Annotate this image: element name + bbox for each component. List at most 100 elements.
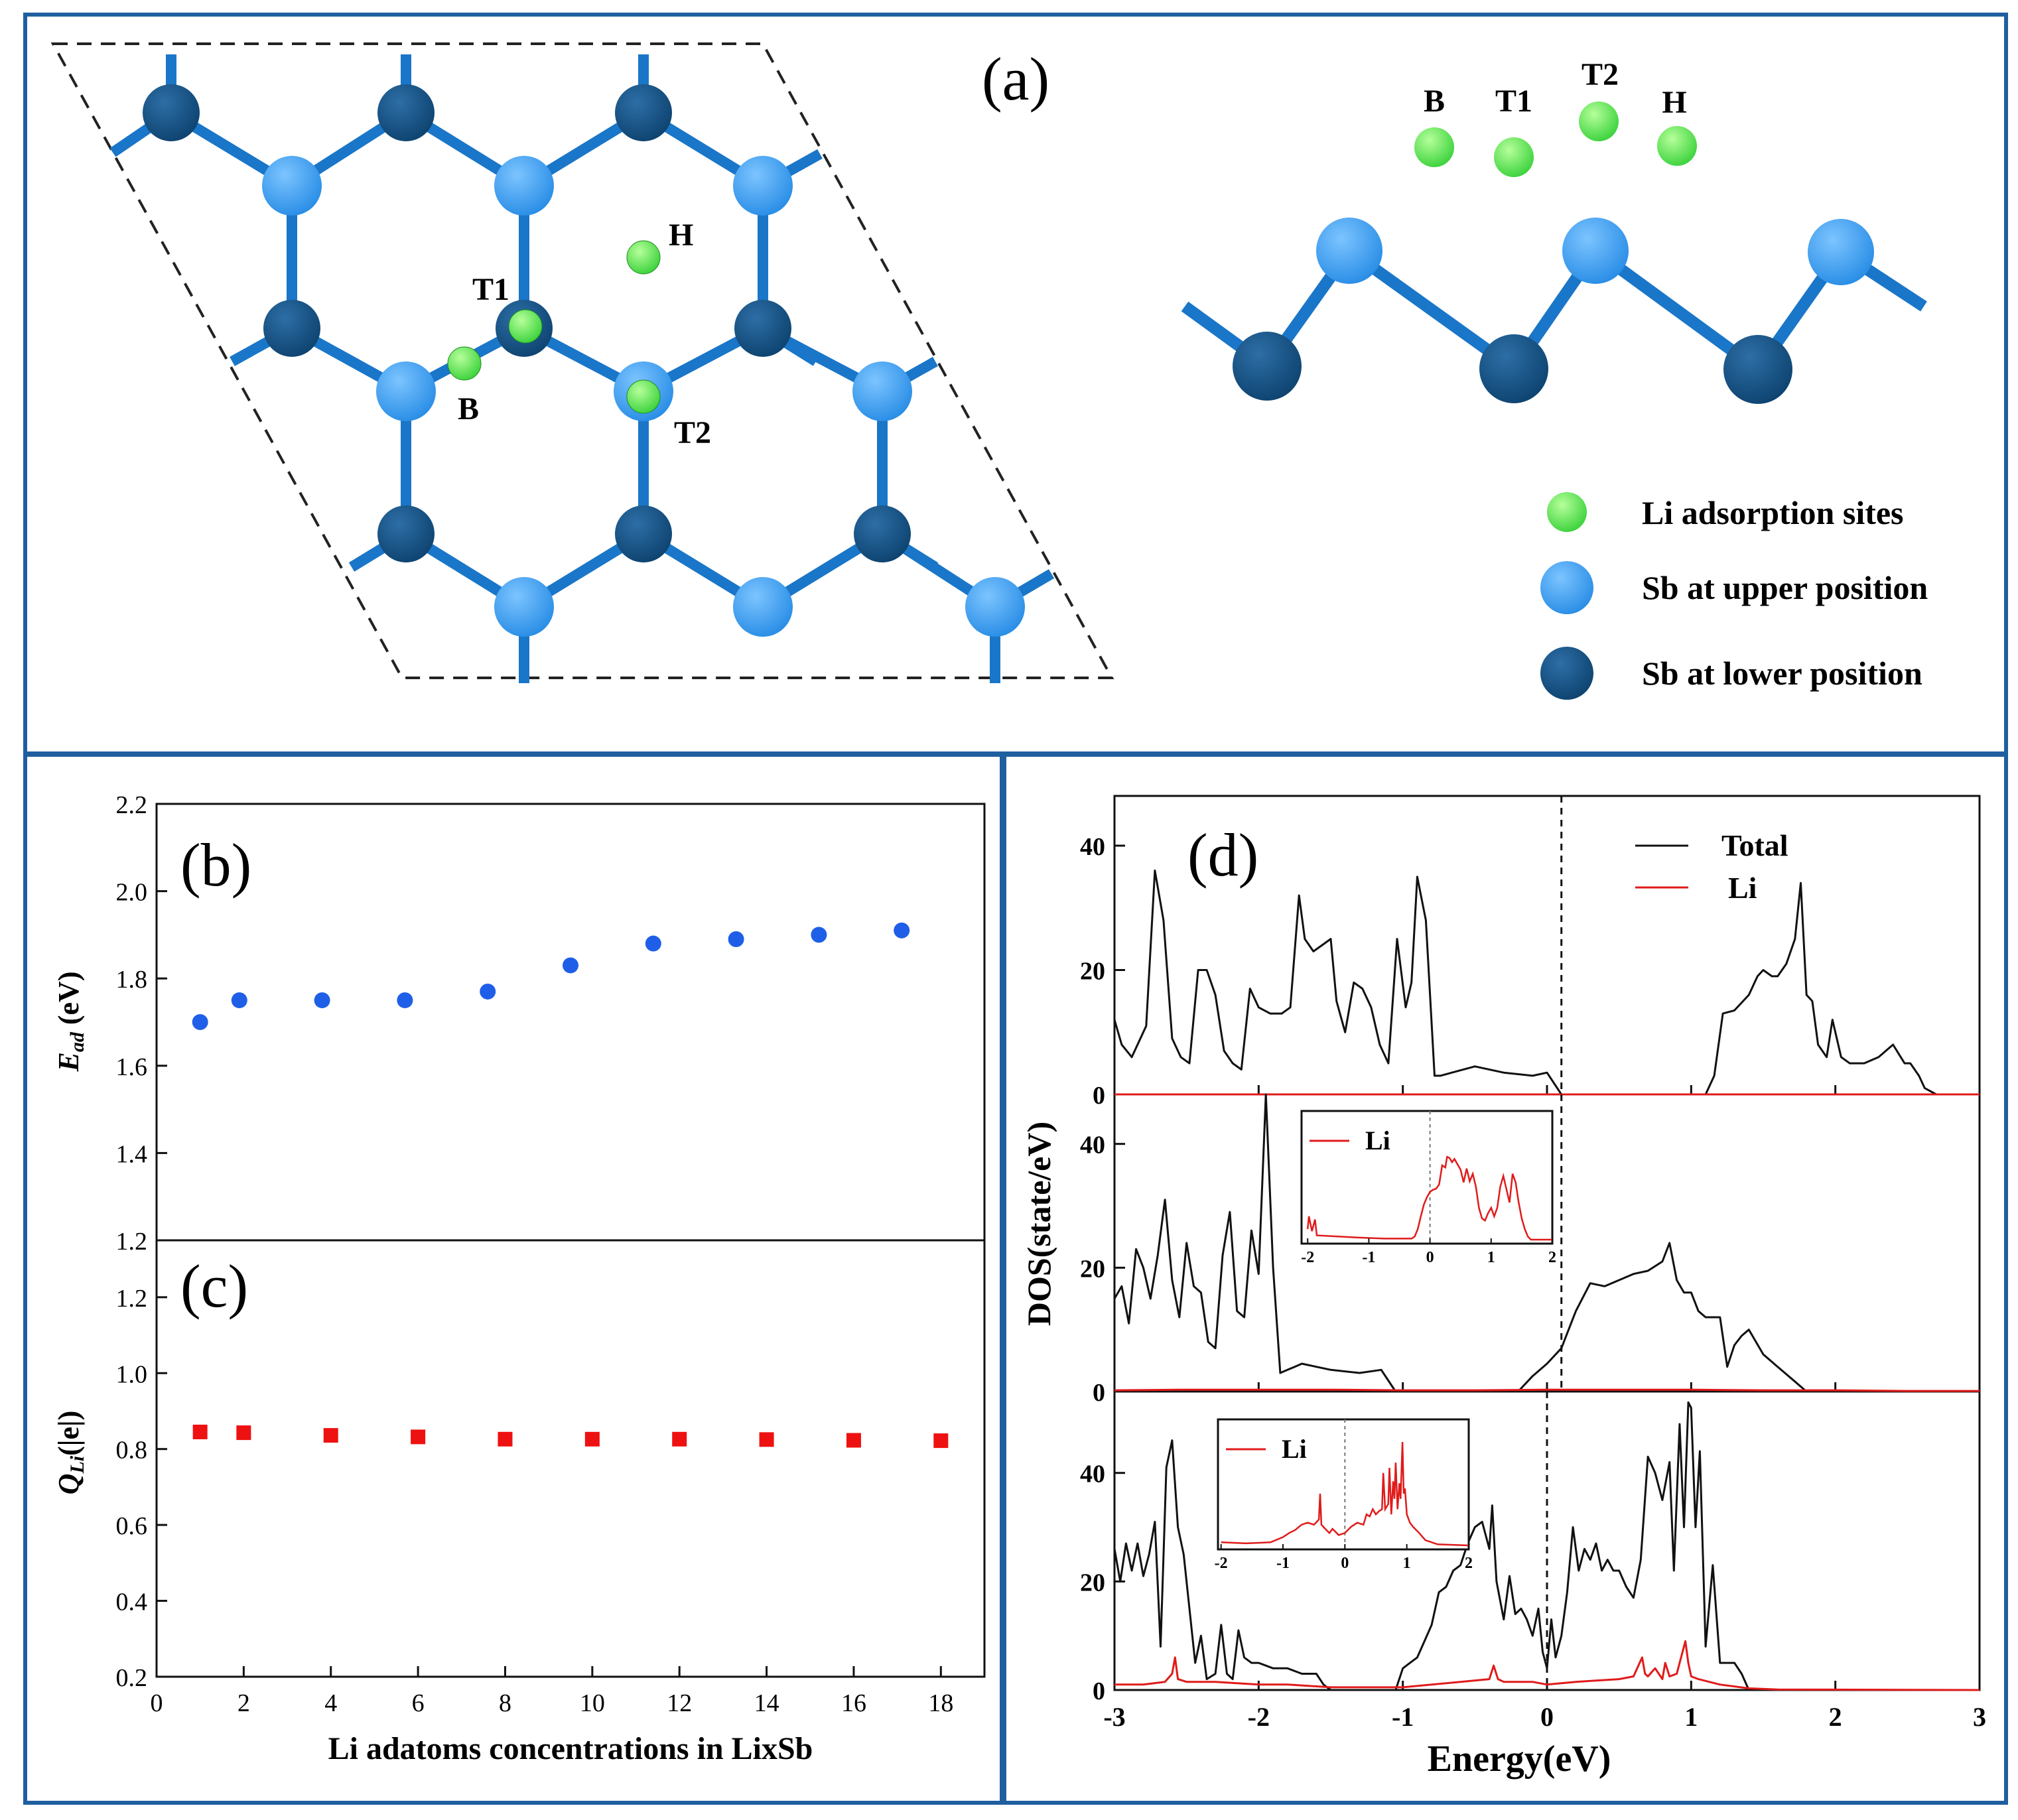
side-label-h: H [1662,85,1686,120]
c-y-label-main: Q [52,1474,85,1495]
c-x-tick-label: 16 [841,1689,866,1717]
side-li-site [1579,101,1619,141]
c-y-label-unit: (|e|) [52,1411,85,1456]
panel-b-label: (b) [180,831,251,899]
inset-x-tick-label: 2 [1548,1249,1556,1266]
sb-upper-atom [965,577,1025,637]
d-x-axis-label: Energy(eV) [1428,1738,1611,1780]
d-y-tick-label: 0 [1093,1677,1105,1705]
legend-li-marker [1547,492,1587,532]
d-y-axis-label: DOS(state/eV) [1020,1122,1057,1326]
c-point [411,1429,426,1445]
sb-upper-atom [494,577,554,637]
side-sb-lower [1233,332,1302,401]
d-series-total [1113,1401,1980,1691]
sb-lower-atom [615,505,672,562]
d-x-tick-label: -2 [1248,1702,1270,1732]
c-y-tick-label: 0.2 [116,1664,148,1692]
inset-frame [1300,1110,1554,1245]
b-data-points [192,922,910,1030]
frame-a [23,13,2008,755]
panels-b-c: 1.2 1.4 1.6 1.8 2.0 2.2 0.2 0.4 0.6 0.8 1.0 1.2 0 2… [52,791,986,1766]
sb-lower-atom [854,505,911,562]
d-y-tick-label: 40 [1080,1461,1105,1488]
legend-upper-text: Sb at upper position [1642,569,1928,606]
c-x-tick-label: 10 [580,1689,605,1717]
inset-frame [1217,1418,1470,1551]
sb-lower-atom [377,505,435,562]
inset-x-tick-label: 1 [1487,1249,1495,1266]
d-y-tick-label: 0 [1093,1379,1105,1407]
b-point [192,1014,208,1030]
c-y-tick-label: 0.4 [116,1589,148,1616]
d-x-tick-label: 1 [1684,1702,1698,1732]
c-x-tick-label: 6 [412,1689,425,1717]
inset-li-line [1221,1441,1469,1547]
panel-a-label: (a) [982,45,1049,113]
d-series-total [1113,870,1940,1096]
legend-total-text: Total [1721,828,1788,862]
c-data-points [192,1424,949,1449]
side-sb-upper [1316,218,1382,284]
li-site-atom [447,346,482,381]
panel-frames [23,13,2008,1805]
sb-upper-atom [262,156,322,216]
li-site-atom [508,309,543,344]
inset-x-tick-label: 0 [1426,1249,1434,1266]
side-li-site [1657,126,1697,166]
inset-x-tick-label: 1 [1403,1555,1411,1572]
b-point [314,992,330,1009]
legend-li-text: Li adsorption sites [1642,494,1904,531]
side-label-t2: T2 [1581,57,1619,92]
b-point [645,935,661,952]
b-point [480,983,496,1000]
inset-x-tick-label: 0 [1341,1555,1349,1572]
d-series-li [1114,1388,1980,1392]
side-sb-upper [1808,219,1874,285]
c-x-tick-label: 12 [667,1689,692,1717]
sb-lower-atom [377,84,435,141]
b-point [728,931,744,947]
c-point [672,1431,687,1447]
frame-bc [23,753,1004,1805]
site-label-t2: T2 [674,415,711,450]
d-insets: -2 -1 0 1 2 Li -2 -1 0 1 2 Li [1215,1110,1556,1572]
sb-lower-atom [263,300,320,357]
c-y-tick-label: 0.8 [116,1437,148,1464]
b-y-label-main: E [52,1052,85,1072]
sb-lower-atom [734,300,791,357]
c-x-tick-label: 0 [151,1689,163,1717]
inset-x-tick-label: -2 [1301,1249,1314,1266]
c-y-ticks: 0.2 0.4 0.6 0.8 1.0 1.2 [116,1285,167,1692]
unit-cell-dashed [50,42,1114,679]
d-series-li [1114,1640,1980,1691]
b-y-label-sub: ad [66,1031,88,1052]
c-x-tick-label: 18 [928,1689,953,1717]
top-view-bonds [109,54,1055,683]
panel-a-structure: (a) H T1 B T2 B T1 T2 H Li adsorption si… [50,42,1928,700]
c-y-tick-label: 0.6 [116,1512,148,1540]
c-y-tick-label: 1.0 [116,1360,148,1388]
frame-d [1002,753,2008,1805]
d-dos-lines [1113,796,1980,1691]
side-label-b: B [1424,84,1445,119]
site-label-h: H [669,218,693,253]
c-x-tick-label: 4 [324,1689,337,1717]
b-y-tick-label: 1.8 [116,966,148,994]
c-y-axis-label: QLi(|e|) [52,1411,88,1495]
d-series-total [1113,1093,1980,1393]
c-point [236,1425,251,1441]
sb-upper-atom [733,577,793,637]
side-label-t1: T1 [1495,84,1532,119]
d-x-tick-label: -1 [1392,1702,1414,1732]
li-site-atom [626,379,661,414]
c-y-tick-label: 1.2 [116,1285,148,1313]
d-y-tick-label: 20 [1080,1255,1105,1283]
b-y-label-unit: (eV) [52,972,85,1033]
d-y-tick-label: 0 [1093,1082,1105,1110]
site-label-b: B [458,391,479,426]
c-point [846,1433,861,1448]
sb-upper-atom [376,361,436,421]
b-point [811,927,827,943]
